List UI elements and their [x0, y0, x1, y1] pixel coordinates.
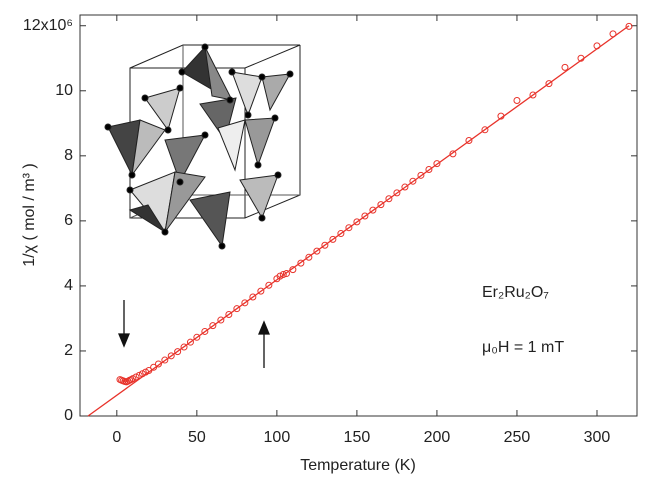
inset-structure: [105, 44, 300, 249]
x-axis-label: Temperature (K): [300, 457, 416, 474]
x-tick-label: 300: [584, 429, 611, 446]
y-tick-label: 4: [64, 277, 73, 294]
y-tick-label: 10: [55, 82, 73, 99]
x-tick-label: 100: [264, 429, 291, 446]
data-point: [562, 64, 568, 70]
x-tick-label: 0: [112, 429, 121, 446]
y-tick-label: 6: [64, 212, 73, 229]
x-tick-label: 50: [188, 429, 206, 446]
y-tick-label: 12x10⁶: [23, 17, 73, 34]
x-tick-label: 200: [424, 429, 451, 446]
y-axis-label: 1/χ ( mol / m³ ): [21, 163, 38, 267]
chart: Er₂Ru₂O₇ μ₀H = 1 mT Temperature (K) 1/χ …: [0, 0, 657, 479]
x-tick-label: 150: [344, 429, 371, 446]
x-tick-label: 250: [504, 429, 531, 446]
y-tick-label: 0: [64, 407, 73, 424]
y-tick-label: 8: [64, 147, 73, 164]
annotation: μ₀H = 1 mT: [482, 339, 564, 356]
arrow: [119, 300, 269, 368]
y-tick-label: 2: [64, 342, 73, 359]
data-point: [514, 98, 520, 104]
annotation: Er₂Ru₂O₇: [482, 284, 549, 301]
